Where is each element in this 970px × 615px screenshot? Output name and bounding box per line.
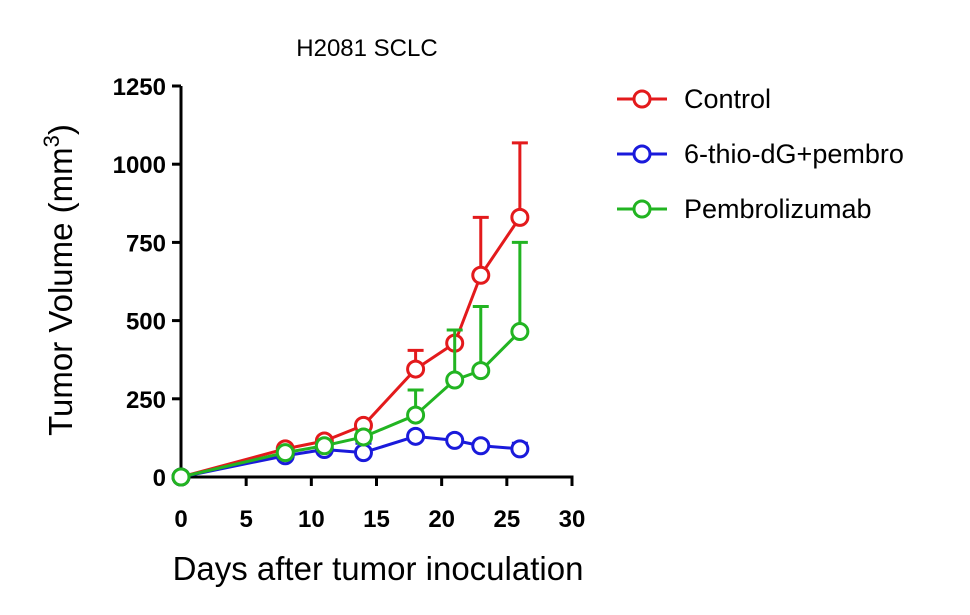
y-axis-label-superscript: 3 — [39, 135, 64, 147]
x-tick-label-1: 5 — [239, 506, 252, 533]
data-point-6-thio-dg-pembro-6 — [471, 436, 491, 456]
y-tick-label-5: 1250 — [113, 74, 166, 101]
data-point-pembrolizumab-7 — [510, 322, 530, 342]
data-point-6-thio-dg-pembro-7 — [510, 439, 530, 459]
y-tick-label-4: 1000 — [113, 152, 166, 179]
data-point-pembrolizumab-4 — [406, 405, 426, 425]
data-point-pembrolizumab-1 — [275, 443, 295, 463]
x-tick-label-2: 10 — [298, 506, 325, 533]
legend-item-6-thio-dg-pembro: 6-thio-dG+pembro — [617, 139, 904, 169]
data-point-control-6 — [471, 265, 491, 285]
data-point-pembrolizumab-0 — [171, 467, 191, 487]
y-axis-label-close: ) — [42, 124, 79, 135]
y-tick-label-2: 500 — [126, 309, 166, 336]
chart-title: H2081 SCLC — [296, 35, 437, 62]
legend-label-6-thio-dg-pembro: 6-thio-dG+pembro — [684, 139, 904, 169]
legend-item-control: Control — [617, 84, 771, 114]
legend: Control 6-thio-dG+pembro Pembrolizumab — [617, 84, 904, 224]
series-line-pembrolizumab — [180, 330, 521, 479]
data-point-6-thio-dg-pembro-4 — [406, 426, 426, 446]
x-tick-label-6: 30 — [559, 506, 586, 533]
data-point-pembrolizumab-5 — [445, 370, 465, 390]
data-point-pembrolizumab-2 — [314, 436, 334, 456]
data-point-pembrolizumab-3 — [353, 427, 373, 447]
legend-label-control: Control — [684, 84, 771, 114]
y-tick-label-0: 0 — [153, 465, 166, 492]
series-line-6-thio-dg-pembro — [180, 434, 520, 479]
series-pembrolizumab — [171, 240, 530, 487]
data-point-6-thio-dg-pembro-5 — [445, 430, 465, 450]
series-line-control — [180, 216, 522, 479]
y-tick-label-3: 750 — [126, 230, 166, 257]
legend-marker-control — [632, 89, 652, 109]
y-tick-label-1: 250 — [126, 387, 166, 414]
x-tick-label-4: 20 — [428, 506, 455, 533]
y-axis-label-text: Tumor Volume (mm — [42, 147, 79, 436]
y-axis-label: Tumor Volume (mm3) — [39, 124, 79, 436]
data-point-control-4 — [406, 359, 426, 379]
legend-item-pembrolizumab: Pembrolizumab — [617, 194, 872, 224]
series-control — [171, 141, 530, 487]
x-tick-label-3: 15 — [363, 506, 390, 533]
axes: 0 5 10 15 20 25 30 0 250 500 750 1000 1250 — [113, 74, 586, 533]
legend-label-pembrolizumab: Pembrolizumab — [684, 194, 872, 224]
x-axis-label: Days after tumor inoculation — [173, 550, 584, 587]
legend-marker-pembrolizumab — [632, 199, 652, 219]
plot-area — [171, 141, 530, 487]
data-point-6-thio-dg-pembro-3 — [353, 443, 373, 463]
legend-marker-6-thio-dg-pembro — [632, 144, 652, 164]
data-point-pembrolizumab-6 — [471, 361, 491, 381]
x-tick-label-5: 25 — [493, 506, 520, 533]
data-point-control-7 — [510, 207, 530, 227]
x-tick-label-0: 0 — [174, 506, 187, 533]
